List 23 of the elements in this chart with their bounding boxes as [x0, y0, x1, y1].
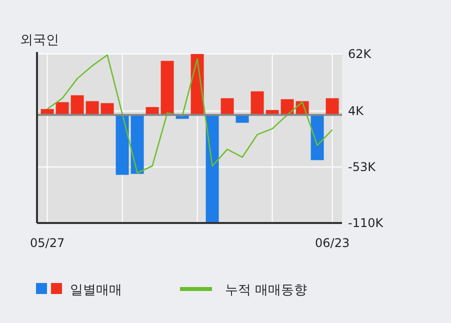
chart-title: 외국인	[20, 33, 59, 48]
bar	[56, 102, 69, 115]
bar	[280, 99, 294, 115]
bar	[70, 95, 84, 115]
bar	[130, 114, 144, 174]
y-tick-label: -53K	[348, 160, 377, 174]
bar	[206, 114, 219, 222]
bar	[250, 91, 264, 115]
y-tick-label: 4K	[348, 104, 365, 118]
bar	[160, 60, 174, 115]
bar	[100, 103, 114, 115]
x-tick-label: 05/27	[30, 236, 65, 250]
x-tick-label: 06/23	[315, 236, 350, 250]
y-tick-label: 62K	[348, 47, 372, 61]
legend-label: 누적 매매동향	[225, 283, 308, 298]
y-tick-label: -110K	[348, 216, 384, 230]
bar	[326, 98, 339, 115]
bar	[86, 101, 99, 115]
bar	[310, 114, 324, 160]
bar	[116, 114, 129, 175]
legend-label: 일별매매	[70, 283, 122, 298]
bar	[220, 98, 234, 115]
line-series	[46, 54, 333, 174]
